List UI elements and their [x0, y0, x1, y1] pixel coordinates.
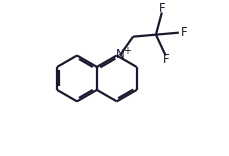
Text: +: +	[122, 46, 130, 56]
Text: F: F	[162, 53, 169, 66]
Text: F: F	[180, 26, 187, 39]
Text: N: N	[115, 48, 124, 61]
Text: F: F	[158, 2, 164, 15]
